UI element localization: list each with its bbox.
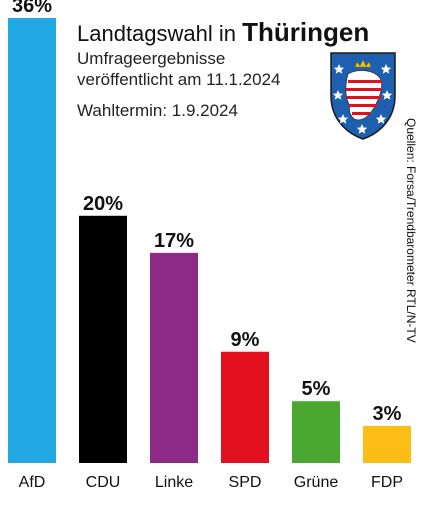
chart-header: Landtagswahl in Thüringen Umfrageergebni… (77, 18, 369, 121)
category-label: SPD (229, 474, 262, 491)
value-label: 17% (154, 230, 194, 252)
category-label: Linke (155, 474, 193, 491)
election-date: Wahltermin: 1.9.2024 (77, 101, 238, 120)
value-label: 36% (12, 0, 52, 17)
bar-linke (150, 252, 198, 463)
value-label: 20% (83, 193, 123, 215)
subtitle-line-1: Umfrageergebnisse (77, 49, 226, 68)
chart-title: Landtagswahl in Thüringen (77, 18, 369, 48)
category-label: Grüne (294, 474, 339, 491)
bar-fdp (363, 425, 411, 463)
source-note: Quellen: Forsa/Trendbarometer RTL/N-TV (404, 118, 418, 343)
value-label: 3% (373, 403, 402, 425)
bar-afd (8, 18, 56, 463)
bar-spd (221, 351, 269, 463)
bar-cdu (79, 215, 127, 463)
title-prefix: Landtagswahl in (77, 21, 237, 46)
category-label: CDU (86, 474, 121, 491)
subtitle-line-2: veröffentlicht am 11.1.2024 (77, 70, 281, 89)
thuringia-coat-of-arms-icon (328, 50, 398, 147)
category-label: AfD (19, 474, 46, 491)
title-region: Thüringen (242, 17, 370, 47)
category-label: FDP (371, 474, 403, 491)
bar-gr-ne (292, 401, 340, 463)
value-label: 5% (302, 378, 331, 400)
value-label: 9% (231, 329, 260, 351)
